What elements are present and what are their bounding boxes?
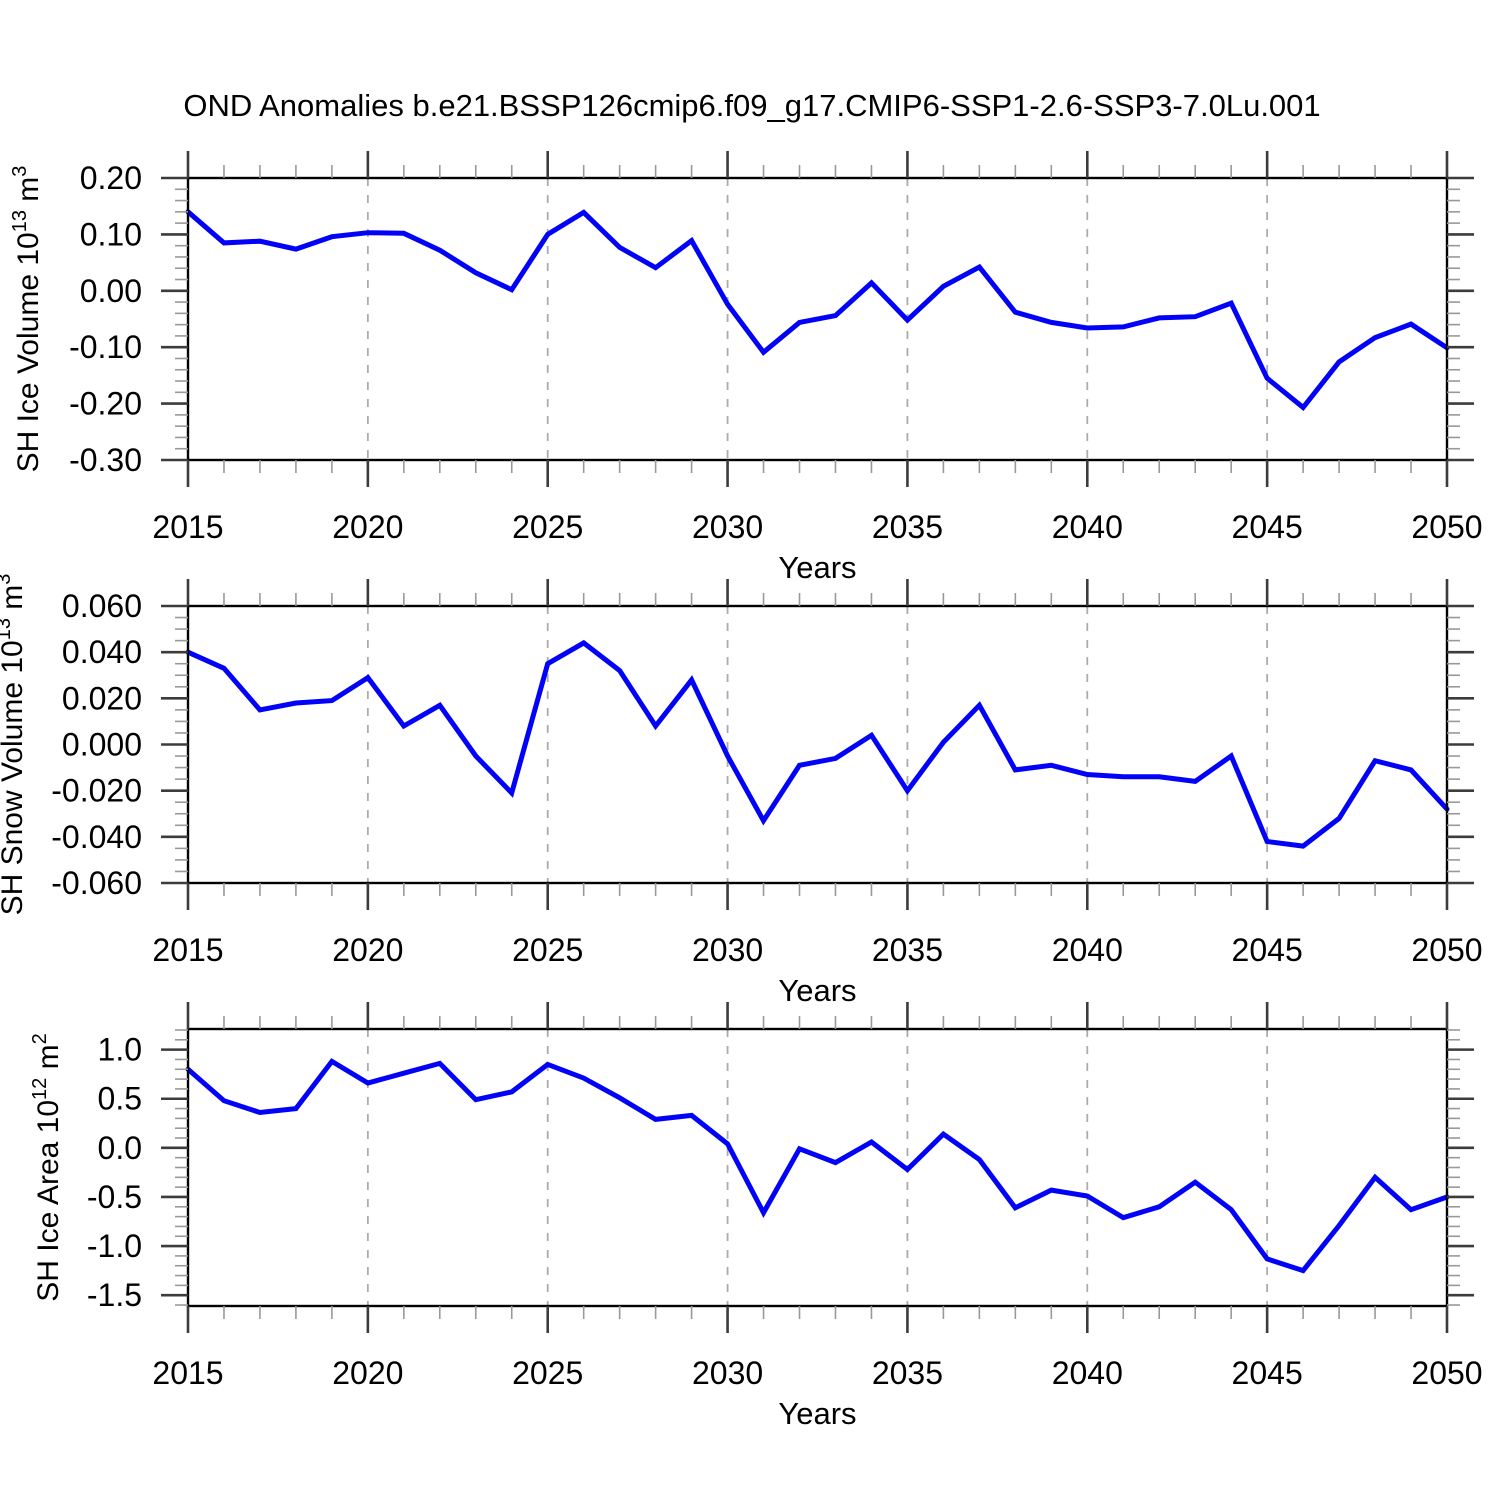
y-tick-label: 0.10 — [80, 216, 142, 252]
x-tick-label: 2015 — [152, 1355, 223, 1391]
x-tick-label: 2020 — [332, 1355, 403, 1391]
y-tick-label: 0.5 — [98, 1081, 142, 1117]
y-tick-label: -0.30 — [69, 442, 142, 478]
x-tick-label: 2030 — [692, 932, 763, 968]
x-tick-label: 2025 — [512, 509, 583, 545]
x-tick-label: 2045 — [1232, 932, 1303, 968]
x-tick-label: 2045 — [1232, 1355, 1303, 1391]
x-tick-label: 2015 — [152, 932, 223, 968]
x-axis-title: Years — [778, 550, 856, 585]
panel-sh-ice-volume: 2015 2020 2025 2030 2035 2040 2045 2050 Years 0.2… — [9, 151, 1483, 585]
y-tick-label: 0.20 — [80, 160, 142, 196]
y-tick-label: -0.20 — [69, 386, 142, 422]
x-tick-label: 2035 — [872, 509, 943, 545]
y-tick-label: 1.0 — [98, 1032, 142, 1068]
x-tick-label: 2050 — [1411, 932, 1482, 968]
x-tick-label: 2040 — [1052, 932, 1123, 968]
x-axis-title: Years — [778, 1396, 856, 1431]
y-tick-label: -1.5 — [87, 1277, 142, 1313]
chart-title: OND Anomalies b.e21.BSSP126cmip6.f09_g17… — [183, 88, 1321, 123]
y-tick-label: 0.000 — [62, 727, 142, 763]
plot-box — [186, 1027, 1449, 1308]
x-tick-label: 2035 — [872, 932, 943, 968]
x-tick-label: 2030 — [692, 509, 763, 545]
line-series — [185, 209, 1450, 412]
y-axis-title: SH Ice Area 1012 m2 — [29, 1033, 65, 1302]
y-tick-label: -0.5 — [87, 1179, 142, 1215]
y-tick-label: -0.040 — [51, 819, 142, 855]
y-tick-label: 0.060 — [62, 588, 142, 624]
line-series — [185, 639, 1450, 849]
y-axis-title: SH Snow Volume 1013 m3 — [0, 574, 29, 916]
plot-box — [186, 604, 1449, 885]
x-tick-label: 2030 — [692, 1355, 763, 1391]
y-tick-label: -0.020 — [51, 773, 142, 809]
y-tick-label: 0.0 — [98, 1130, 142, 1166]
x-tick-label: 2050 — [1411, 509, 1482, 545]
y-axis-title: SH Ice Volume 1013 m3 — [9, 166, 45, 473]
x-tick-label: 2050 — [1411, 1355, 1482, 1391]
x-tick-label: 2040 — [1052, 1355, 1123, 1391]
panel-sh-snow-volume: 2015 2020 2025 2030 2035 2040 2045 2050 Years 0.0… — [0, 574, 1483, 1008]
plot-box — [186, 176, 1449, 462]
line-series — [185, 1058, 1450, 1274]
y-tick-label: 0.020 — [62, 680, 142, 716]
y-tick-label: -0.10 — [69, 329, 142, 365]
y-tick-label: 0.040 — [62, 634, 142, 670]
y-tick-label: -1.0 — [87, 1228, 142, 1264]
x-tick-label: 2025 — [512, 1355, 583, 1391]
x-tick-label: 2015 — [152, 509, 223, 545]
x-tick-label: 2020 — [332, 932, 403, 968]
x-axis-title: Years — [778, 973, 856, 1008]
x-tick-label: 2045 — [1232, 509, 1303, 545]
y-tick-label: 0.00 — [80, 273, 142, 309]
y-tick-label: -0.060 — [51, 865, 142, 901]
x-tick-label: 2020 — [332, 509, 403, 545]
x-tick-label: 2035 — [872, 1355, 943, 1391]
panel-sh-ice-area: 2015 2020 2025 2030 2035 2040 2045 2050 Years 1.0… — [29, 1002, 1483, 1431]
x-tick-label: 2025 — [512, 932, 583, 968]
x-tick-label: 2040 — [1052, 509, 1123, 545]
